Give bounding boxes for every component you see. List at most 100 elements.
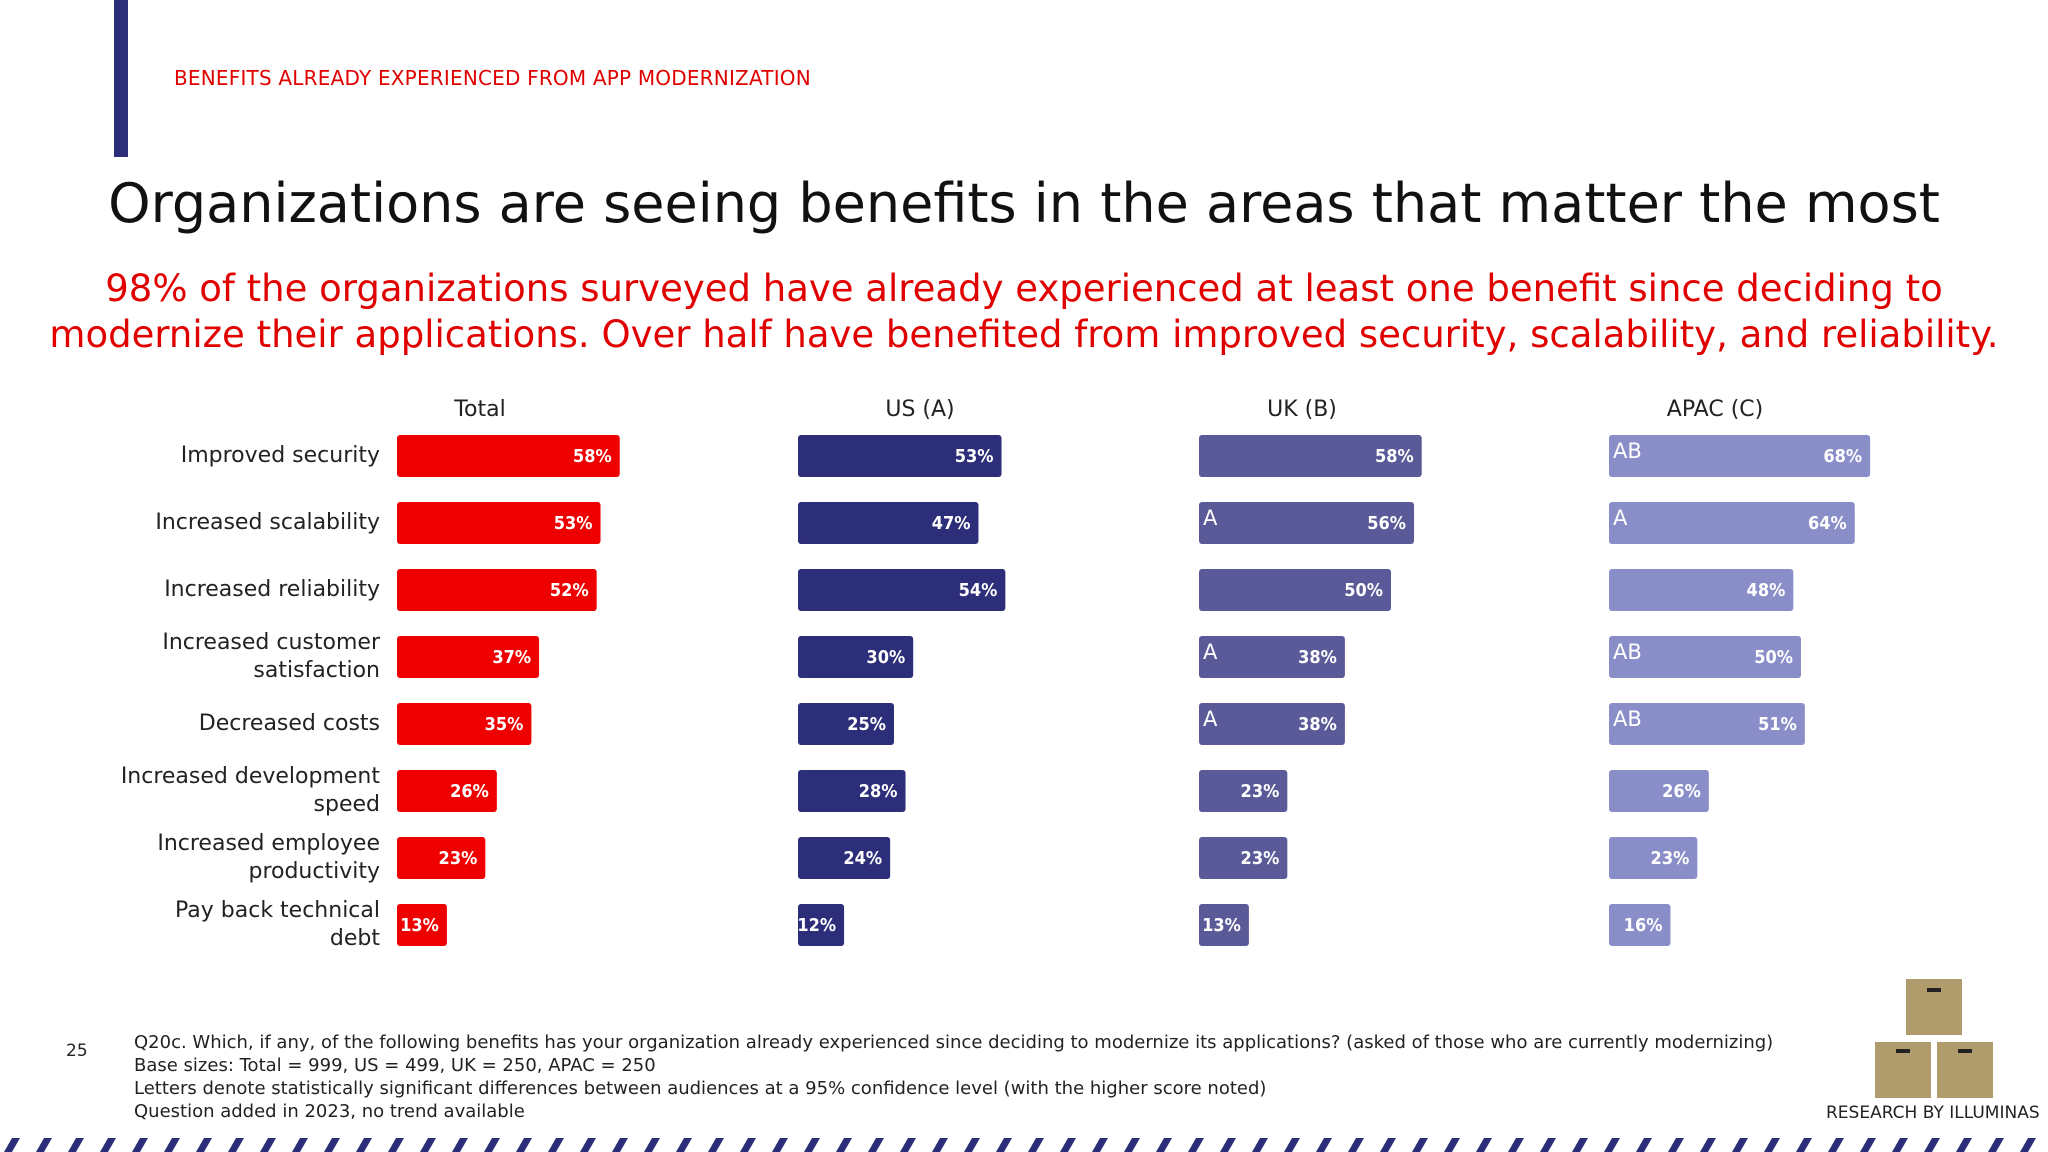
value-label: 50%: [1344, 580, 1383, 601]
category-label: Increased reliability: [164, 577, 380, 602]
category-label: Decreased costs: [198, 711, 380, 736]
bar: [798, 636, 914, 678]
bar: [397, 502, 601, 544]
value-label: 58%: [1375, 446, 1414, 467]
logo-handle: [1927, 988, 1941, 992]
section-label: BENEFITS ALREADY EXPERIENCED FROM APP MO…: [174, 66, 811, 90]
panel-title: US (A): [885, 397, 954, 422]
bar: [1199, 837, 1288, 879]
logo-handle: [1896, 1049, 1910, 1053]
significance-letters: AB: [1613, 707, 1642, 731]
stripe-border: [0, 1138, 2048, 1152]
value-label: 68%: [1823, 446, 1862, 467]
bar: [397, 569, 597, 611]
value-label: 53%: [955, 446, 994, 467]
category-label: Pay back technical debt: [175, 898, 380, 951]
bar: [1609, 904, 1671, 946]
bar: [1199, 703, 1345, 745]
value-label: 37%: [492, 647, 531, 668]
value-label: 52%: [550, 580, 589, 601]
bar: [397, 636, 540, 678]
value-label: 38%: [1298, 714, 1337, 735]
bar: [1609, 703, 1805, 745]
bar: [1199, 569, 1391, 611]
bar: [798, 770, 906, 812]
value-label: 47%: [932, 513, 971, 534]
bar: [1199, 636, 1345, 678]
value-label: 58%: [573, 446, 612, 467]
subtitle-line: modernize their applications. Over half …: [49, 313, 1999, 356]
subtitle: 98% of the organizations surveyed have a…: [0, 266, 2048, 358]
value-label: 13%: [400, 915, 439, 936]
category-label: Increased customer satisfaction: [162, 630, 380, 683]
significance-letters: AB: [1613, 439, 1642, 463]
category-label: Improved security: [180, 443, 380, 468]
value-label: 25%: [847, 714, 886, 735]
value-label: 30%: [866, 647, 905, 668]
value-label: 26%: [1662, 781, 1701, 802]
panel-title: UK (B): [1267, 397, 1337, 422]
panel-title: APAC (C): [1667, 397, 1763, 422]
value-label: 54%: [959, 580, 998, 601]
footnote: Letters denote statistically significant…: [134, 1078, 1267, 1099]
value-label: 13%: [1202, 915, 1241, 936]
accent-bar: [114, 0, 128, 157]
value-label: 51%: [1758, 714, 1797, 735]
panel-title: Total: [453, 397, 505, 422]
bar: [1199, 502, 1415, 544]
bar: [397, 770, 497, 812]
footnote: Q20c. Which, if any, of the following be…: [134, 1032, 1774, 1053]
value-label: 24%: [843, 848, 882, 869]
bar: [798, 837, 891, 879]
value-label: 38%: [1298, 647, 1337, 668]
footnote: Question added in 2023, no trend availab…: [134, 1101, 525, 1122]
bar: [397, 703, 532, 745]
logo-box: [1906, 979, 1962, 1035]
value-label: 56%: [1367, 513, 1406, 534]
category-label: Increased employee productivity: [157, 831, 380, 884]
bar: [798, 569, 1006, 611]
value-label: 12%: [797, 915, 836, 936]
stripes: [0, 1138, 2048, 1152]
bar: [1609, 435, 1871, 477]
significance-letters: A: [1203, 506, 1218, 530]
bar: [397, 837, 486, 879]
bar: [397, 435, 620, 477]
bar: [798, 502, 979, 544]
bar: [798, 435, 1002, 477]
brand: RESEARCH BY ILLUMINAS: [1826, 1103, 2040, 1123]
bar: [1609, 837, 1698, 879]
value-label: 23%: [439, 848, 478, 869]
significance-letters: AB: [1613, 640, 1642, 664]
bar: [798, 703, 894, 745]
bar: [1609, 770, 1709, 812]
footnote: Base sizes: Total = 999, US = 499, UK = …: [134, 1055, 656, 1076]
slide-title: Organizations are seeing benefits in the…: [108, 172, 1940, 235]
bar: [1609, 636, 1801, 678]
value-label: 64%: [1808, 513, 1847, 534]
value-label: 23%: [1241, 781, 1280, 802]
bar: [1609, 569, 1794, 611]
logo-handle: [1958, 1049, 1972, 1053]
value-label: 23%: [1241, 848, 1280, 869]
significance-letters: A: [1613, 506, 1628, 530]
value-label: 53%: [554, 513, 593, 534]
bar: [1609, 502, 1855, 544]
category-label: Increased scalability: [155, 510, 380, 535]
value-label: 16%: [1624, 915, 1663, 936]
bar: [798, 904, 845, 946]
value-label: 48%: [1747, 580, 1786, 601]
category-label: Increased development speed: [120, 764, 380, 817]
value-label: 35%: [485, 714, 524, 735]
logo: [1875, 979, 1993, 1098]
bar: [397, 904, 447, 946]
value-label: 26%: [450, 781, 489, 802]
bar: [1199, 435, 1422, 477]
significance-letters: A: [1203, 640, 1218, 664]
page-number: 25: [66, 1041, 88, 1061]
value-label: 23%: [1651, 848, 1690, 869]
bar: [1199, 770, 1288, 812]
bar: [1199, 904, 1249, 946]
